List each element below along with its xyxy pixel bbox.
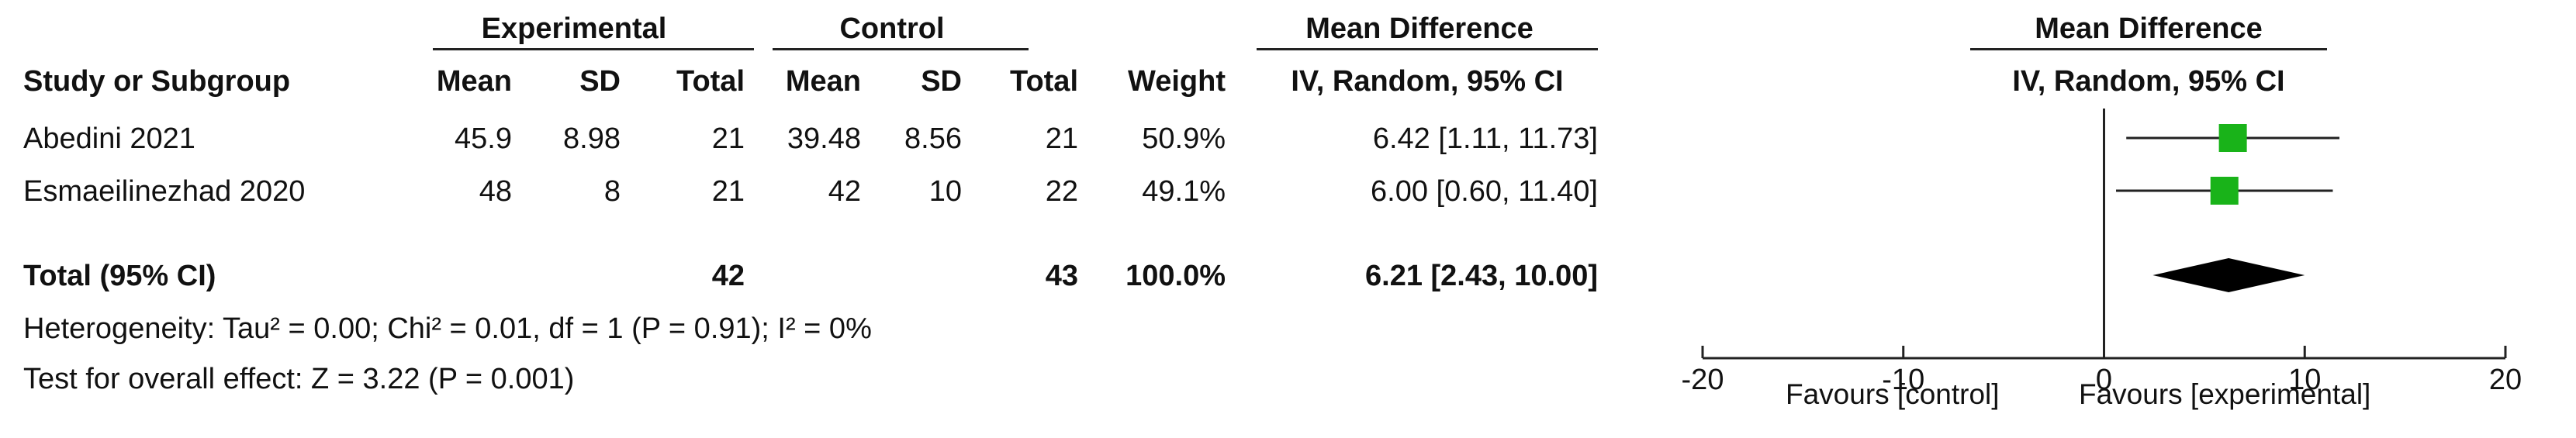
study-weight: 50.9% bbox=[1142, 122, 1226, 155]
study-name: Abedini 2021 bbox=[23, 122, 195, 155]
experimental-total-header: Total bbox=[676, 65, 745, 98]
experimental-underline bbox=[433, 48, 754, 50]
study-md-ci: 6.42 [1.11, 11.73] bbox=[1372, 122, 1598, 155]
control-total: 21 bbox=[1045, 122, 1078, 155]
experimental-sd: 8 bbox=[603, 175, 621, 208]
control-total-sum: 43 bbox=[1045, 260, 1078, 292]
control-mean: 39.48 bbox=[787, 122, 861, 155]
overall-effect-text: Test for overall effect: Z = 3.22 (P = 0… bbox=[23, 363, 575, 395]
mean-difference-plot-underline bbox=[1970, 48, 2327, 50]
control-sd: 10 bbox=[928, 175, 962, 208]
study-name: Esmaeilinezhad 2020 bbox=[23, 175, 306, 208]
control-group-header: Control bbox=[839, 12, 945, 45]
control-sd-header: SD bbox=[921, 65, 962, 98]
total-label: Total (95% CI) bbox=[23, 260, 216, 292]
favours-control-label: Favours [control] bbox=[1786, 378, 2000, 410]
experimental-mean: 45.9 bbox=[455, 122, 512, 155]
study-md-ci: 6.00 [0.60, 11.40] bbox=[1371, 175, 1598, 208]
x-axis-tick-label: 0 bbox=[2096, 364, 2112, 396]
experimental-total: 21 bbox=[711, 122, 745, 155]
x-axis-tick-label: 20 bbox=[2489, 364, 2522, 396]
experimental-total: 21 bbox=[711, 175, 745, 208]
x-axis-tick-label: -10 bbox=[1882, 364, 1924, 396]
mean-difference-plot-header: Mean Difference bbox=[2035, 12, 2263, 45]
mean-difference-table-underline bbox=[1257, 48, 1598, 50]
experimental-sd-header: SD bbox=[579, 65, 621, 98]
weight-header: Weight bbox=[1128, 65, 1226, 98]
pooled-diamond bbox=[2152, 258, 2305, 292]
x-axis-tick-label: -20 bbox=[1682, 364, 1724, 396]
study-marker bbox=[2210, 177, 2239, 205]
method-plot-header: IV, Random, 95% CI bbox=[2012, 65, 2285, 98]
method-table-header: IV, Random, 95% CI bbox=[1291, 65, 1564, 98]
control-total: 22 bbox=[1045, 175, 1078, 208]
heterogeneity-text: Heterogeneity: Tau² = 0.00; Chi² = 0.01,… bbox=[23, 312, 872, 345]
control-total-header: Total bbox=[1010, 65, 1078, 98]
study-column-header: Study or Subgroup bbox=[23, 65, 291, 98]
experimental-group-header: Experimental bbox=[481, 12, 667, 45]
total-weight: 100.0% bbox=[1125, 260, 1226, 292]
experimental-sd: 8.98 bbox=[563, 122, 621, 155]
experimental-mean-header: Mean bbox=[436, 65, 512, 98]
control-mean-header: Mean bbox=[785, 65, 861, 98]
total-md-ci: 6.21 [2.43, 10.00] bbox=[1365, 260, 1598, 292]
x-axis-tick-label: 10 bbox=[2288, 364, 2321, 396]
favours-experimental-label: Favours [experimental] bbox=[2079, 378, 2371, 410]
study-weight: 49.1% bbox=[1142, 175, 1226, 208]
control-sd: 8.56 bbox=[904, 122, 962, 155]
experimental-total-sum: 42 bbox=[711, 260, 745, 292]
control-underline bbox=[773, 48, 1029, 50]
study-marker bbox=[2218, 124, 2247, 152]
control-mean: 42 bbox=[828, 175, 861, 208]
mean-difference-table-header: Mean Difference bbox=[1305, 12, 1533, 45]
experimental-mean: 48 bbox=[479, 175, 512, 208]
